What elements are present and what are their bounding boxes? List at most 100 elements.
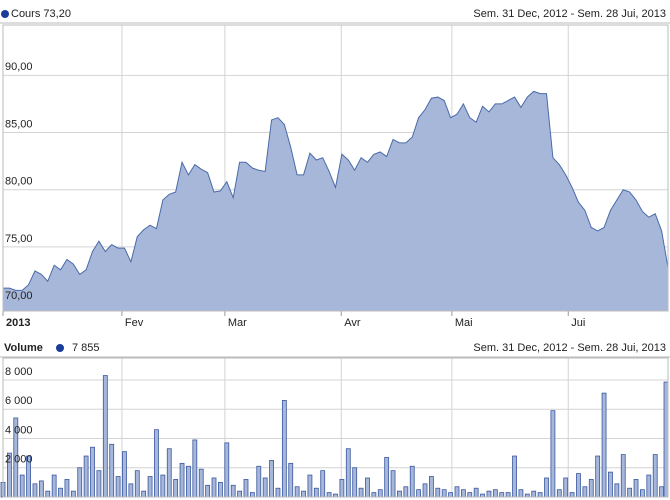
volume-bar [576, 473, 581, 498]
volume-bar [486, 490, 492, 498]
volume-bar [294, 486, 300, 498]
volume-bar [275, 487, 281, 498]
volume-bar [64, 479, 70, 498]
volume-bar [320, 470, 326, 498]
y-tick-label: 6 000 [5, 395, 33, 407]
volume-bar [531, 490, 537, 498]
volume-bar [544, 477, 549, 498]
y-tick-label: 2 000 [5, 454, 33, 466]
volume-bar [397, 490, 402, 498]
volume-bar [460, 489, 466, 498]
volume-bar [281, 400, 287, 498]
volume-bar [663, 381, 669, 498]
area-fill [3, 91, 668, 312]
volume-bar [256, 465, 262, 498]
volume-bar [588, 479, 594, 498]
volume-bar [595, 455, 601, 498]
volume-bar [505, 492, 511, 498]
plot-frame [2, 357, 669, 498]
volume-bar [499, 492, 505, 498]
legend-dot [56, 344, 64, 352]
volume-bar [230, 484, 236, 498]
volume-bar [96, 470, 102, 498]
volume-bar [659, 486, 665, 498]
volume-bar [569, 492, 575, 498]
volume-bar [102, 375, 108, 498]
volume-bar [646, 474, 652, 498]
y-tick-label: 75,00 [5, 233, 33, 245]
volume-bar [243, 479, 249, 498]
volume-bar [550, 410, 556, 498]
volume-bar [384, 457, 390, 498]
x-tick-label: Fev [125, 317, 144, 329]
volume-bar [141, 490, 147, 498]
volume-bar [154, 429, 159, 498]
volume-bar [371, 492, 377, 498]
price-line [3, 90, 669, 291]
volume-bar [313, 487, 319, 498]
last-value: 7 855 [72, 342, 100, 354]
volume-bar [147, 476, 153, 498]
volume-bar [249, 492, 255, 498]
y-tick-label: 8 000 [5, 366, 33, 378]
plot-frame [2, 24, 669, 312]
y-tick-label: 4 000 [5, 424, 33, 436]
volume-bar [492, 489, 498, 498]
series-name: Cours [11, 8, 41, 20]
x-tick-label: 2013 [6, 317, 30, 329]
volume-bar [134, 470, 140, 498]
volume-bar [269, 460, 274, 498]
volume-bar [620, 454, 626, 498]
volume-bar [173, 479, 179, 498]
volume-bar [237, 490, 242, 498]
volume-bar [51, 474, 57, 498]
volume-bar [58, 487, 63, 498]
volume-bar [19, 474, 25, 498]
volume-bar [473, 487, 479, 498]
volume-bar [192, 439, 198, 498]
volume-bar [467, 492, 473, 498]
volume-bar [601, 392, 607, 498]
volume-bar [627, 487, 633, 498]
legend-name: Cours 73,20 [11, 8, 71, 20]
volume-bar [45, 490, 51, 498]
y-tick-label: 85,00 [5, 118, 33, 130]
x-tick-label: Mai [455, 317, 473, 329]
volume-bar [512, 455, 517, 498]
last-value: 73,20 [43, 8, 71, 20]
date-range: Sem. 31 Dec, 2012 - Sem. 28 Jui, 2013 [473, 8, 666, 20]
volume-bar [301, 490, 306, 498]
volume-bar [128, 483, 134, 498]
volume-bar [633, 479, 639, 498]
volume-bar [435, 487, 441, 498]
volume-bar [345, 448, 351, 498]
x-tick-label: Jui [571, 317, 585, 329]
volume-bar [416, 489, 422, 498]
volume-bar [608, 471, 613, 498]
volume-bar [224, 442, 230, 498]
volume-bar [122, 451, 127, 498]
volume-bar [537, 492, 543, 498]
volume-bar [563, 477, 569, 498]
y-tick-label: 70,00 [5, 290, 33, 302]
volume-bar [109, 443, 115, 498]
x-tick-label: Mar [228, 317, 247, 329]
volume-bar [198, 468, 204, 498]
date-range: Sem. 31 Dec, 2012 - Sem. 28 Jui, 2013 [473, 342, 666, 354]
volume-bar [179, 462, 185, 498]
volume-bar [556, 489, 562, 498]
volume-bar [32, 483, 38, 498]
volume-bar [365, 477, 370, 498]
volume-bar [186, 465, 191, 498]
volume-bar [441, 489, 447, 498]
x-tick-label: Avr [344, 317, 361, 329]
volume-bar [652, 454, 658, 498]
volume-bar [115, 476, 121, 498]
volume-bar [448, 492, 453, 498]
volume-bar [262, 477, 268, 498]
volume-bar [218, 481, 223, 498]
volume-bar [614, 483, 620, 498]
volume-bar [640, 489, 645, 498]
legend-dot [1, 10, 9, 18]
